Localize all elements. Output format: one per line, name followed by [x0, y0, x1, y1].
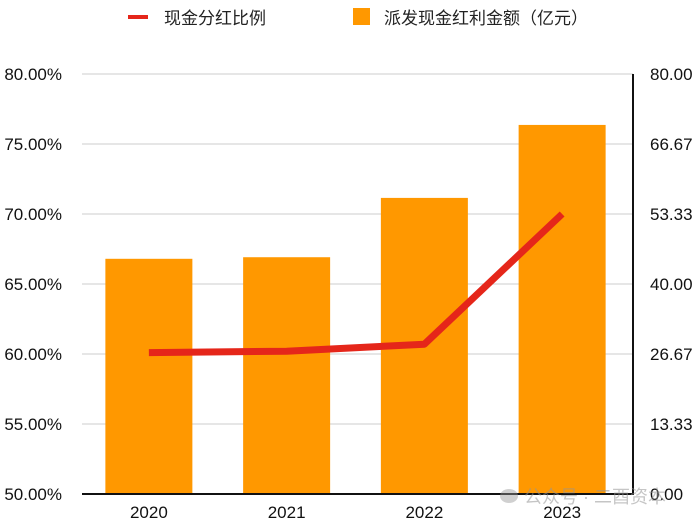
x-axis-tick: 2020 — [130, 503, 168, 522]
right-axis-tick: 80.00 — [650, 65, 693, 84]
watermark: 公众号 · 二酉资本 — [500, 483, 666, 509]
left-axis-tick: 70.00% — [4, 205, 62, 224]
x-axis-tick: 2021 — [268, 503, 306, 522]
watermark-text: 公众号 · 二酉资本 — [524, 487, 666, 507]
x-axis-tick: 2022 — [405, 503, 443, 522]
legend-item-line: 现金分红比例 — [128, 4, 266, 29]
right-axis-tick: 26.67 — [650, 345, 693, 364]
right-axis-tick: 13.33 — [650, 415, 693, 434]
wechat-icon — [500, 489, 518, 503]
bar-2023 — [518, 124, 606, 495]
left-axis-tick: 60.00% — [4, 345, 62, 364]
left-axis-tick: 55.00% — [4, 415, 62, 434]
left-axis-tick: 80.00% — [4, 65, 62, 84]
right-axis-tick: 40.00 — [650, 275, 693, 294]
legend-bar-label: 派发现金红利金额（亿元） — [384, 9, 588, 28]
legend-line-label: 现金分红比例 — [164, 9, 266, 28]
right-axis-tick: 66.67 — [650, 135, 693, 154]
legend-item-bar: 派发现金红利金额（亿元） — [353, 4, 588, 29]
legend-line-swatch — [128, 14, 148, 19]
bar-2020 — [105, 258, 193, 494]
bar-2021 — [243, 257, 331, 494]
dividend-ratio-line — [148, 211, 565, 357]
left-axis-tick: 50.00% — [4, 485, 62, 504]
x-axis-tick: 2023 — [543, 503, 581, 522]
left-axis-tick: 65.00% — [4, 275, 62, 294]
legend-bar-swatch — [353, 8, 370, 25]
chart-legend: 现金分红比例 派发现金红利金额（亿元） — [0, 0, 700, 34]
right-axis-tick: 53.33 — [650, 205, 693, 224]
right-axis-tick: 0.00 — [650, 485, 683, 504]
left-axis-tick: 75.00% — [4, 135, 62, 154]
